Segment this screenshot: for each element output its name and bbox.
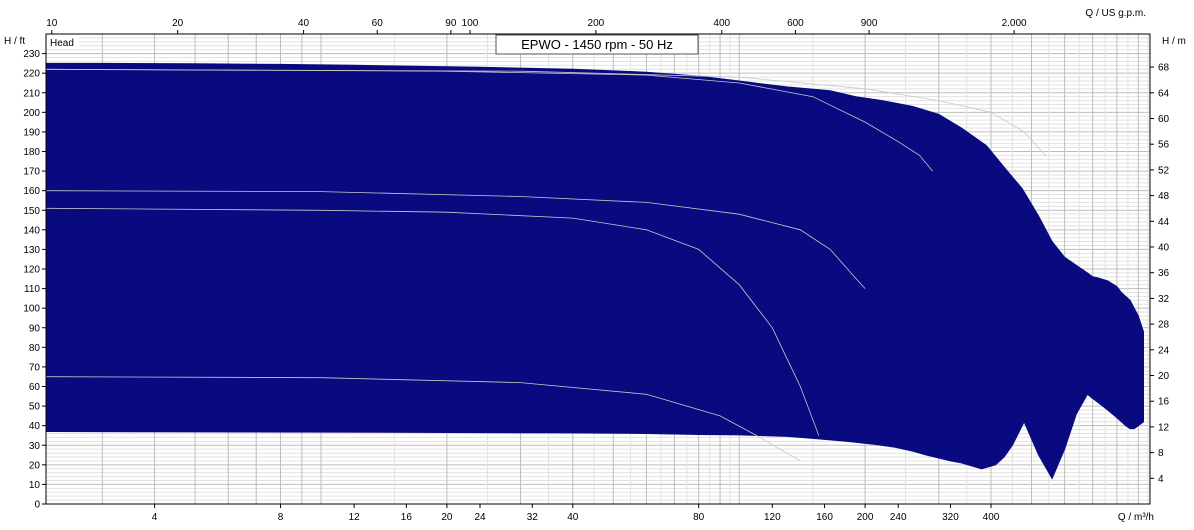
x-bottom-tick-label: 320 (942, 512, 959, 523)
left-axis-title: H / ft (4, 36, 25, 47)
x-bottom-tick-label: 12 (349, 512, 361, 523)
y-left-tick-label: 160 (23, 186, 40, 197)
y-left-tick-label: 210 (23, 88, 40, 99)
impeller-curve-1 (45, 376, 801, 462)
y-right-tick-label: 44 (1158, 217, 1170, 228)
y-left-tick-label: 40 (29, 421, 41, 432)
x-top-tick-label: 400 (713, 18, 730, 29)
x-top-tick-label: 40 (298, 18, 310, 29)
impeller-curve-5 (45, 68, 1046, 156)
x-bottom-tick-label: 20 (441, 512, 453, 523)
x-bottom-tick-label: 400 (983, 512, 1000, 523)
y-left-tick-label: 150 (23, 206, 40, 217)
y-left-tick-label: 90 (29, 323, 41, 334)
y-left-tick-label: 120 (23, 265, 40, 276)
y-right-tick-label: 32 (1158, 294, 1170, 305)
y-left-tick-label: 170 (23, 167, 40, 178)
y-left-tick-label: 30 (29, 441, 41, 452)
y-left-tick-label: 80 (29, 343, 41, 354)
y-right-tick-label: 20 (1158, 371, 1170, 382)
y-left-tick-label: 10 (29, 480, 41, 491)
y-left-tick-label: 100 (23, 304, 40, 315)
x-bottom-tick-label: 80 (693, 512, 705, 523)
x-bottom-tick-label: 8 (278, 512, 284, 523)
right-axis-title: H / m (1162, 36, 1186, 47)
x-top-tick-label: 20 (172, 18, 184, 29)
x-bottom-tick-label: 40 (567, 512, 579, 523)
y-left-tick-label: 0 (34, 500, 40, 511)
y-right-tick-label: 28 (1158, 320, 1170, 331)
chart-title: EPWO - 1450 rpm - 50 Hz (521, 37, 673, 52)
head-label-box (47, 35, 79, 49)
x-top-tick-label: 10 (46, 18, 58, 29)
impeller-curve-2 (45, 207, 820, 436)
y-left-tick-label: 130 (23, 245, 40, 256)
y-left-tick-label: 200 (23, 108, 40, 119)
x-bottom-tick-label: 4 (152, 512, 158, 523)
x-top-tick-label: 60 (372, 18, 384, 29)
data-area (45, 62, 1144, 480)
y-left-tick-label: 70 (29, 362, 41, 373)
x-bottom-tick-label: 120 (764, 512, 781, 523)
y-left-tick-label: 190 (23, 127, 40, 138)
y-right-tick-label: 48 (1158, 191, 1170, 202)
y-right-tick-label: 36 (1158, 268, 1170, 279)
x-bottom-tick-label: 24 (474, 512, 486, 523)
y-right-tick-label: 40 (1158, 243, 1170, 254)
x-bottom-tick-label: 32 (527, 512, 539, 523)
y-left-tick-label: 50 (29, 402, 41, 413)
y-right-tick-label: 64 (1158, 88, 1170, 99)
top-axis-title: Q / US g.p.m. (1085, 8, 1146, 19)
y-right-tick-label: 68 (1158, 63, 1170, 74)
ticks: 0 10 20 30 40 50 60 70 80 90 100 110 120 130 140 150 160… (23, 18, 1169, 523)
x-bottom-tick-label: 160 (816, 512, 833, 523)
y-left-tick-label: 180 (23, 147, 40, 158)
y-right-tick-label: 60 (1158, 114, 1170, 125)
y-right-tick-label: 56 (1158, 140, 1170, 151)
head-envelope-area (45, 62, 1144, 480)
x-top-tick-label: 600 (787, 18, 804, 29)
y-left-tick-label: 60 (29, 382, 41, 393)
y-right-tick-label: 4 (1158, 474, 1164, 485)
x-top-tick-label: 90 (445, 18, 457, 29)
x-top-tick-label: 100 (462, 18, 479, 29)
x-top-tick-label: 200 (588, 18, 605, 29)
y-left-tick-label: 230 (23, 49, 40, 60)
impeller-curve-4 (45, 68, 933, 172)
x-top-tick-label: 900 (861, 18, 878, 29)
y-right-tick-label: 24 (1158, 345, 1170, 356)
x-top-tick-label: 2.000 (1002, 18, 1027, 29)
y-right-tick-label: 8 (1158, 448, 1164, 459)
chart-title-box (495, 34, 699, 55)
y-left-tick-label: 220 (23, 69, 40, 80)
x-bottom-tick-label: 200 (857, 512, 874, 523)
y-left-tick-label: 20 (29, 460, 41, 471)
y-left-tick-label: 140 (23, 225, 40, 236)
x-bottom-tick-label: 16 (401, 512, 413, 523)
x-bottom-tick-label: 240 (890, 512, 907, 523)
y-left-tick-label: 110 (24, 284, 40, 295)
y-right-tick-label: 52 (1158, 165, 1170, 176)
y-right-tick-label: 12 (1158, 422, 1170, 433)
head-legend-label: Head (50, 38, 74, 49)
impeller-curve-3 (45, 190, 866, 289)
bottom-axis-title: Q / m³/h (1118, 512, 1154, 523)
y-right-tick-label: 16 (1158, 397, 1170, 408)
impeller-curves (45, 68, 1046, 462)
